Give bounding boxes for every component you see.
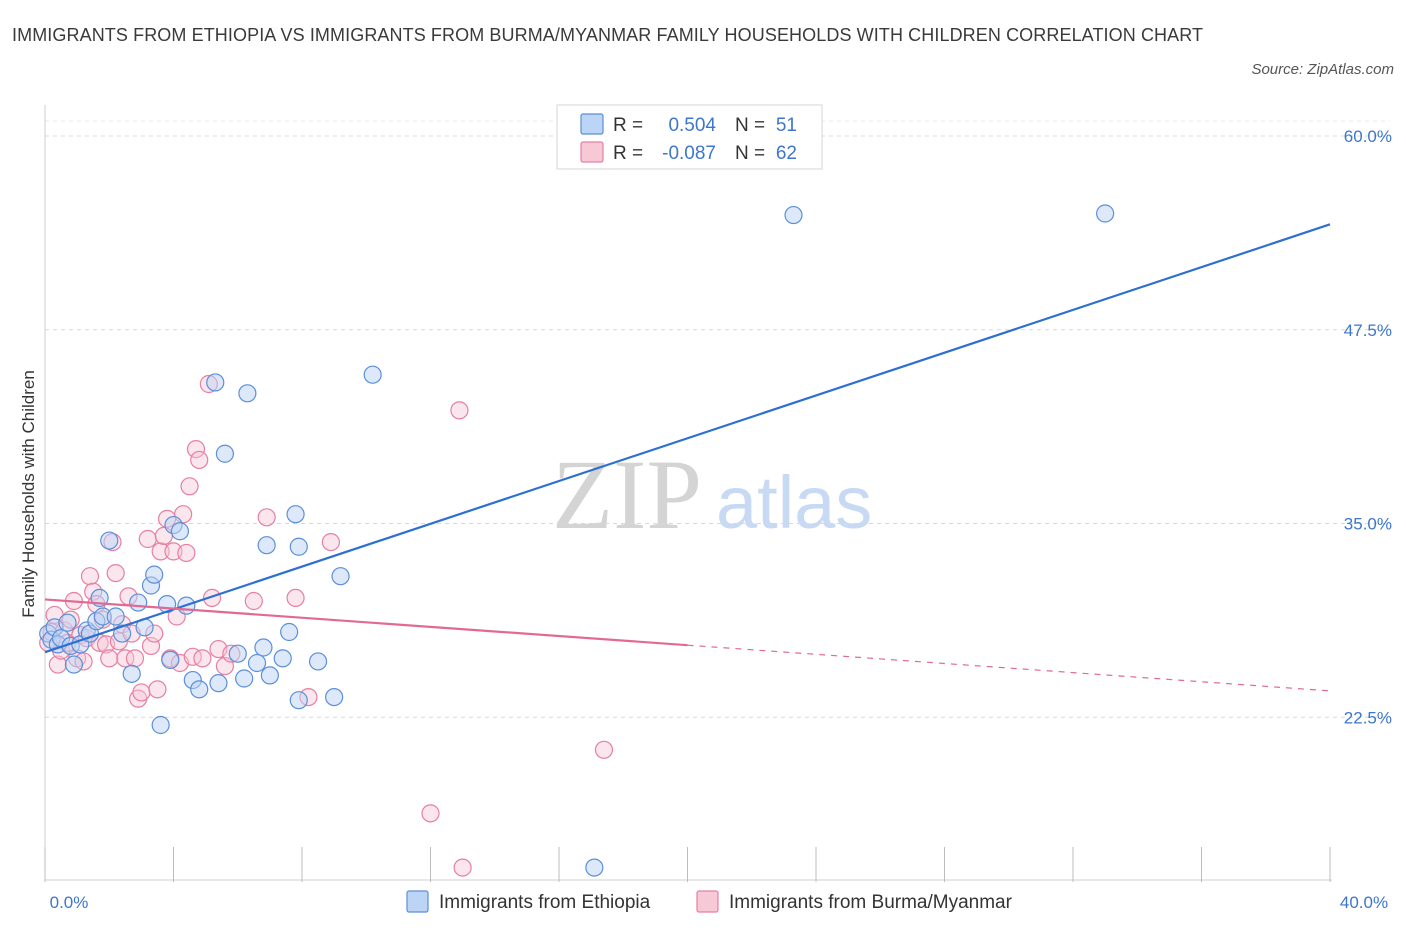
burma-trend-line-dashed [687,644,1331,692]
legend-r-label-burma: R = [613,143,643,164]
burma-point [151,542,170,561]
ethiopia-point [161,650,180,670]
legend-n-label-burma: N = [735,143,765,164]
legend-n-value-burma: 62 [776,143,797,164]
axes [44,105,1332,882]
correlation-legend: R = 0.504 N = 51 R = -0.087 N = 62 [556,104,823,170]
legend-r-label-ethiopia: R = [613,115,643,136]
burma-point [100,649,119,668]
legend-swatch-ethiopia [580,113,604,135]
ethiopia-trend-line [44,223,1331,654]
bottom-legend-swatch-burma [696,890,719,913]
burma-point [193,649,212,668]
burma-point [180,477,199,496]
ethiopia-point [325,687,344,707]
ethiopia-point [280,622,299,642]
burma-point [202,588,222,608]
bottom-legend-label-ethiopia: Immigrants from Ethiopia [439,892,651,913]
ethiopia-point [308,652,328,671]
ethiopia-points [39,204,1115,877]
burma-point [594,740,614,759]
y-tick-label: 35.0% [1344,515,1392,534]
ethiopia-point [1096,204,1115,223]
ethiopia-point [64,655,84,674]
ethiopia-point [260,666,279,685]
ethiopia-point [215,444,234,463]
ethiopia-point [254,638,273,657]
burma-point [138,529,157,549]
burma-point [116,649,135,668]
gridlines [45,120,1390,718]
ethiopia-point [112,624,132,643]
y-axis-label: Family Households with Children [19,370,38,618]
ethiopia-point [331,567,350,586]
ethiopia-point [289,537,308,556]
ethiopia-point [235,669,254,688]
burma-point [450,401,469,420]
burma-point [148,680,167,699]
watermark-zip: ZIP [552,439,702,550]
tick-labels: 60.0% 47.5% 35.0% 22.5% 0.0% 40.0% [50,127,1392,912]
burma-point [286,588,305,608]
ethiopia-point [286,505,305,524]
ethiopia-point [106,607,125,626]
ethiopia-point [257,536,276,555]
burma-point [186,440,206,459]
burma-point [190,450,209,470]
y-tick-label: 22.5% [1344,708,1392,727]
ethiopia-point [363,365,382,384]
burma-point [421,804,440,823]
legend-swatch-burma [580,141,604,163]
x-tick-label-max: 40.0% [1340,893,1388,912]
ethiopia-point [289,691,308,710]
chart-source: Source: ZipAtlas.com [1251,61,1394,78]
ethiopia-point [190,680,209,699]
burma-point [80,567,100,586]
ethiopia-point [151,715,170,735]
ethiopia-point [58,613,77,632]
ethiopia-point [122,664,141,683]
burma-point [132,683,151,702]
ethiopia-point [273,649,292,668]
burma-point [257,508,276,527]
trend-lines [44,223,1331,692]
legend-r-value-ethiopia: 0.504 [668,115,716,136]
ethiopia-point [129,593,148,612]
burma-point [321,532,341,552]
bottom-legend: Immigrants from Ethiopia Immigrants from… [406,890,1013,913]
legend-n-value-ethiopia: 51 [776,115,797,136]
burma-point [125,649,145,668]
ethiopia-point [206,373,225,392]
burma-point [106,563,125,583]
chart-title: IMMIGRANTS FROM ETHIOPIA VS IMMIGRANTS F… [12,25,1204,45]
ethiopia-point [238,384,257,403]
burma-trend-line-solid [44,598,688,647]
legend-n-label-ethiopia: N = [735,115,765,136]
y-tick-label: 47.5% [1344,321,1392,340]
legend-r-value-burma: -0.087 [662,143,716,164]
watermark-atlas: atlas [716,461,872,544]
burma-point [177,543,196,563]
ethiopia-point [209,674,228,693]
ethiopia-point [170,522,190,541]
bottom-legend-swatch-ethiopia [406,890,429,913]
ethiopia-point [145,565,164,584]
ethiopia-point [784,205,803,225]
ethiopia-point [585,858,604,877]
x-tick-label-min: 0.0% [50,893,89,912]
burma-point [453,858,472,877]
ethiopia-point [100,531,119,550]
ethiopia-point [228,644,247,663]
bottom-legend-label-burma: Immigrants from Burma/Myanmar [729,892,1013,913]
y-tick-label: 60.0% [1344,127,1392,146]
ethiopia-point [247,653,267,673]
burma-point [244,591,263,611]
